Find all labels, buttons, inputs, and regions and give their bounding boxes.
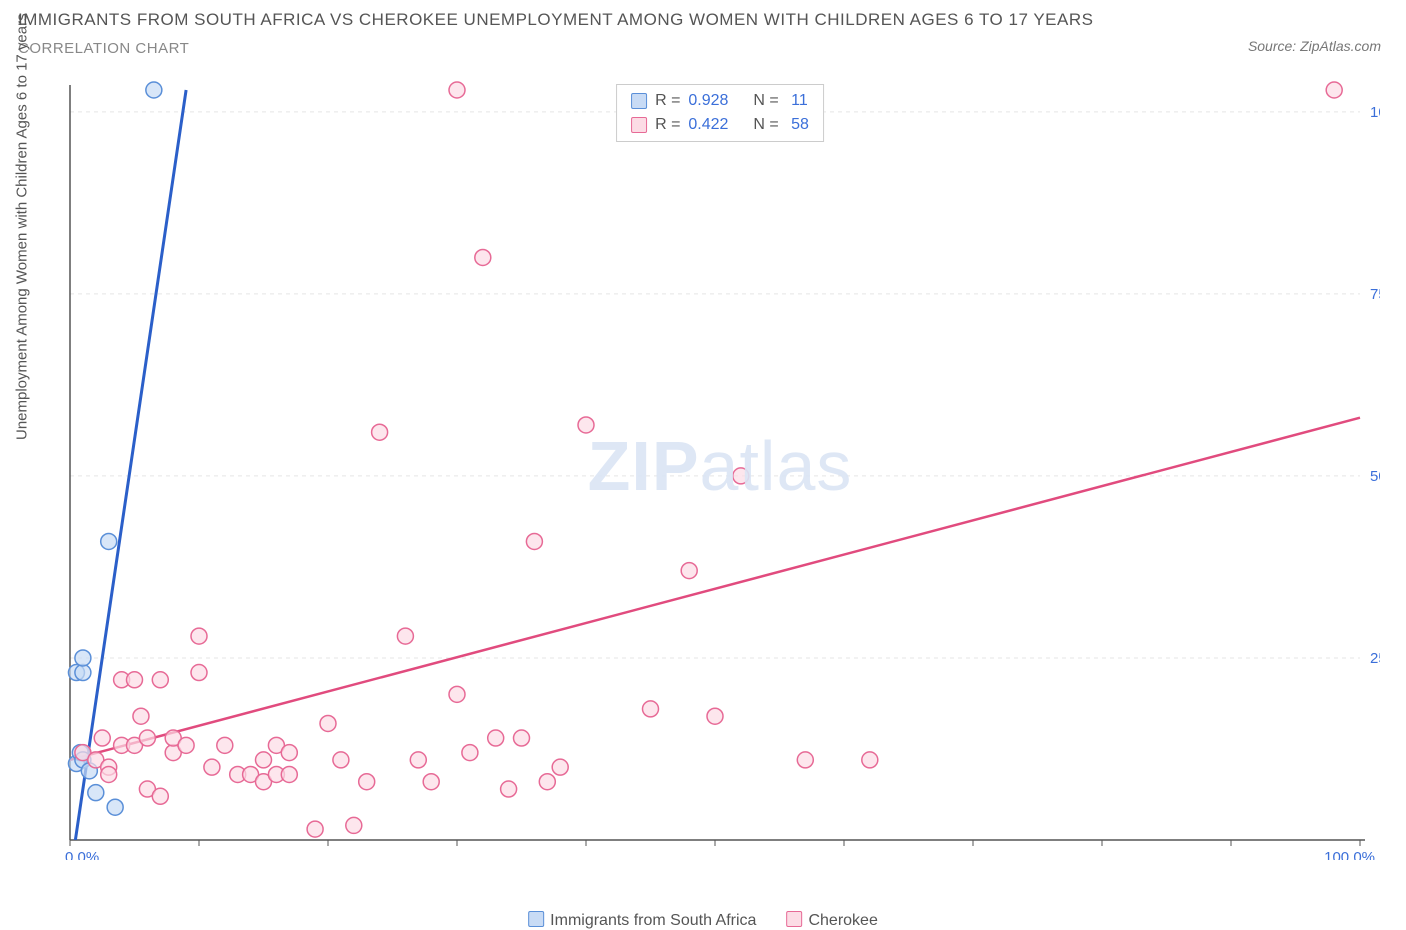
legend-label-2: Cherokee: [808, 912, 877, 929]
legend-swatch-2: [786, 911, 802, 927]
stats-swatch: [631, 93, 647, 109]
svg-text:0.0%: 0.0%: [65, 849, 99, 860]
scatter-plot-svg: 25.0% 50.0% 75.0% 100.0% 0.0% 100.0%: [60, 80, 1380, 860]
svg-text:75.0%: 75.0%: [1370, 286, 1380, 303]
legend-item-series2: Cherokee: [786, 911, 877, 930]
svg-text:100.0%: 100.0%: [1370, 104, 1380, 121]
svg-text:25.0%: 25.0%: [1370, 650, 1380, 667]
legend-label-1: Immigrants from South Africa: [550, 912, 756, 929]
stats-row: R = 0.928 N = 11: [631, 89, 809, 113]
y-axis-label: Unemployment Among Women with Children A…: [14, 13, 31, 440]
svg-text:50.0%: 50.0%: [1370, 468, 1380, 485]
stats-row: R = 0.422 N = 58: [631, 113, 809, 137]
stats-swatch: [631, 117, 647, 133]
svg-text:100.0%: 100.0%: [1324, 849, 1375, 860]
legend-item-series1: Immigrants from South Africa: [528, 911, 756, 930]
source-prefix: Source:: [1248, 38, 1300, 54]
source-attribution: Source: ZipAtlas.com: [1248, 38, 1381, 54]
chart-area: ZIPatlas 25.0%50.0%75.0%100.0%0.0%100.0%…: [60, 80, 1380, 860]
chart-title: IMMIGRANTS FROM SOUTH AFRICA VS CHEROKEE…: [18, 10, 1093, 30]
chart-subtitle: CORRELATION CHART: [18, 40, 1093, 57]
bottom-legend: Immigrants from South Africa Cherokee: [528, 911, 878, 930]
correlation-stats-box: R = 0.928 N = 11R = 0.422 N = 58: [616, 84, 824, 142]
legend-swatch-1: [528, 911, 544, 927]
source-name: ZipAtlas.com: [1300, 38, 1381, 54]
